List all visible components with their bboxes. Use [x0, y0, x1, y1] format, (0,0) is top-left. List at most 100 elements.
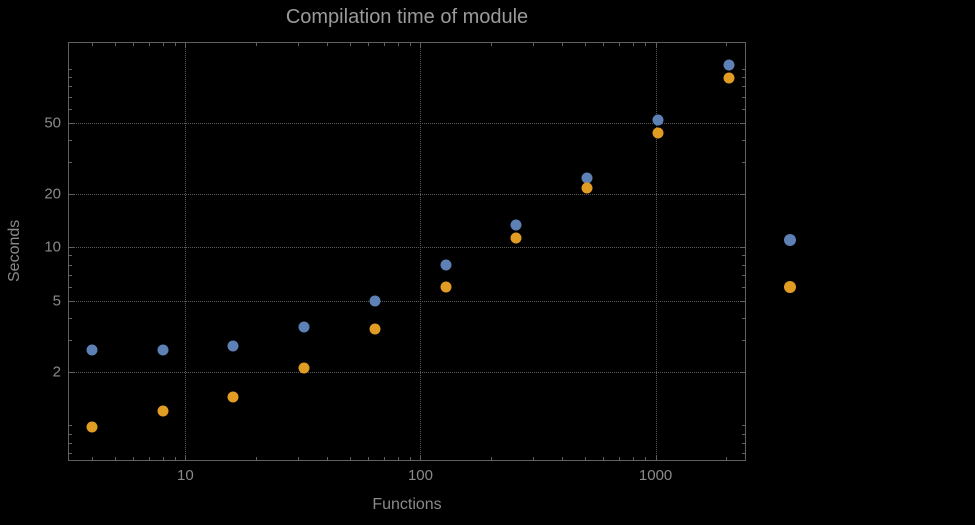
- y-tick: [69, 371, 74, 373]
- y-minor-tick: [742, 139, 745, 141]
- y-minor-tick: [69, 139, 72, 141]
- x-minor-tick: [256, 457, 258, 460]
- y-minor-tick: [742, 255, 745, 257]
- x-tick: [185, 43, 187, 48]
- y-minor-tick: [69, 425, 72, 427]
- x-minor-tick: [644, 43, 646, 46]
- y-minor-tick: [742, 69, 745, 71]
- y-minor-tick: [742, 286, 745, 288]
- x-axis-label: Functions: [372, 496, 442, 513]
- y-minor-tick: [69, 86, 72, 88]
- y-minor-tick: [742, 453, 745, 455]
- x-gridline: [420, 43, 422, 460]
- y-minor-tick: [69, 286, 72, 288]
- x-gridline: [185, 43, 187, 460]
- y-tick: [740, 122, 745, 124]
- x-minor-tick: [148, 43, 150, 46]
- x-minor-tick: [632, 43, 634, 46]
- y-tick-label: 10: [44, 238, 61, 256]
- y-tick: [69, 247, 74, 249]
- y-tick-label: 20: [44, 185, 61, 203]
- x-tick-label: 1000: [638, 467, 673, 484]
- legend-marker-series-blue: [784, 234, 796, 246]
- data-point: [86, 421, 98, 433]
- x-minor-tick: [491, 457, 493, 460]
- y-tick: [740, 193, 745, 195]
- x-tick: [420, 43, 422, 48]
- y-minor-tick: [69, 77, 72, 79]
- y-minor-tick: [742, 274, 745, 276]
- x-minor-tick: [297, 43, 299, 46]
- y-minor-tick: [69, 274, 72, 276]
- data-point: [510, 232, 522, 244]
- x-minor-tick: [162, 457, 164, 460]
- x-minor-tick: [162, 43, 164, 46]
- x-minor-tick: [91, 457, 93, 460]
- data-point: [440, 281, 452, 293]
- x-minor-tick: [174, 43, 176, 46]
- x-minor-tick: [584, 457, 586, 460]
- y-minor-tick: [69, 433, 72, 435]
- x-minor-tick: [397, 43, 399, 46]
- x-minor-tick: [133, 457, 135, 460]
- y-minor-tick: [69, 162, 72, 164]
- y-minor-tick: [69, 264, 72, 266]
- data-point: [227, 340, 239, 352]
- x-minor-tick: [644, 457, 646, 460]
- y-minor-tick: [69, 340, 72, 342]
- data-point: [369, 295, 381, 307]
- data-point: [157, 405, 169, 417]
- y-minor-tick: [742, 77, 745, 79]
- x-minor-tick: [256, 43, 258, 46]
- data-point: [440, 259, 452, 271]
- x-minor-tick: [562, 457, 564, 460]
- x-minor-tick: [726, 43, 728, 46]
- y-gridline: [69, 247, 745, 249]
- x-minor-tick: [532, 43, 534, 46]
- x-gridline: [655, 43, 657, 460]
- x-minor-tick: [384, 457, 386, 460]
- y-minor-tick: [69, 442, 72, 444]
- y-minor-tick: [742, 86, 745, 88]
- y-minor-tick: [742, 340, 745, 342]
- data-point: [227, 391, 239, 403]
- y-gridline: [69, 193, 745, 195]
- data-point: [723, 59, 735, 71]
- y-tick: [740, 247, 745, 249]
- y-tick: [740, 300, 745, 302]
- y-minor-tick: [742, 318, 745, 320]
- data-point: [157, 344, 169, 356]
- x-minor-tick: [349, 457, 351, 460]
- legend-marker-series-orange: [784, 281, 796, 293]
- y-tick-label: 5: [52, 292, 61, 310]
- x-minor-tick: [133, 43, 135, 46]
- x-minor-tick: [297, 457, 299, 460]
- x-minor-tick: [368, 43, 370, 46]
- y-minor-tick: [69, 96, 72, 98]
- y-tick: [69, 300, 74, 302]
- x-minor-tick: [619, 457, 621, 460]
- y-minor-tick: [742, 264, 745, 266]
- y-tick: [69, 122, 74, 124]
- x-tick: [655, 455, 657, 460]
- y-minor-tick: [69, 318, 72, 320]
- x-minor-tick: [491, 43, 493, 46]
- y-gridline: [69, 300, 745, 302]
- x-minor-tick: [619, 43, 621, 46]
- x-minor-tick: [114, 43, 116, 46]
- y-minor-tick: [69, 108, 72, 110]
- x-minor-tick: [409, 457, 411, 460]
- x-minor-tick: [584, 43, 586, 46]
- x-tick: [655, 43, 657, 48]
- x-minor-tick: [349, 43, 351, 46]
- y-minor-tick: [742, 425, 745, 427]
- y-tick: [740, 371, 745, 373]
- y-tick-label: 2: [52, 363, 61, 381]
- data-point: [369, 323, 381, 334]
- x-minor-tick: [603, 457, 605, 460]
- plot-area: 10 100 1000 2 5 10 20 50: [44, 42, 746, 484]
- data-point: [86, 344, 98, 356]
- y-minor-tick: [69, 255, 72, 257]
- data-point: [581, 172, 593, 184]
- x-minor-tick: [632, 457, 634, 460]
